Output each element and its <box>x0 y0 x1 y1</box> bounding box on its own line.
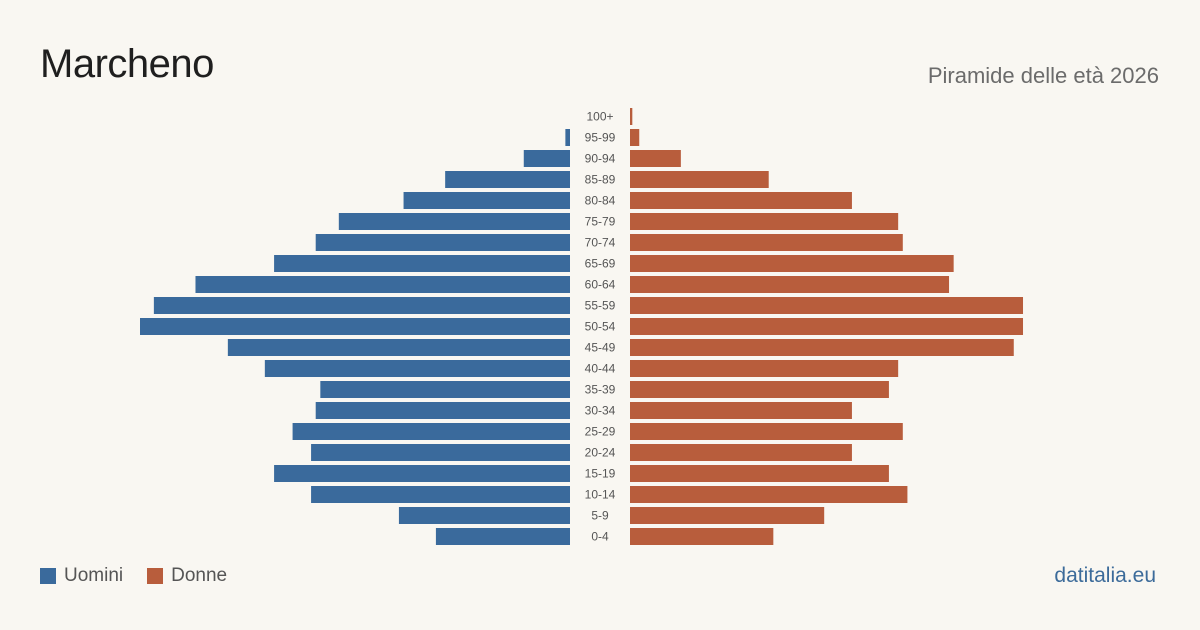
bar-women-5-9 <box>630 507 825 524</box>
bar-women-0-4 <box>630 528 774 545</box>
chart-title: Marcheno <box>40 42 214 86</box>
bar-men-30-34 <box>315 402 570 419</box>
age-label-35-39: 35-39 <box>585 383 616 397</box>
age-label-85-89: 85-89 <box>585 173 616 187</box>
bar-men-10-14 <box>311 486 570 503</box>
bar-women-20-24 <box>630 444 852 461</box>
age-label-90-94: 90-94 <box>585 152 616 166</box>
bar-men-15-19 <box>274 465 570 482</box>
bar-women-100+ <box>630 108 633 125</box>
bar-men-70-74 <box>315 234 570 251</box>
legend-swatch-women <box>147 568 164 584</box>
bar-men-0-4 <box>435 528 570 545</box>
age-label-100+: 100+ <box>586 110 613 124</box>
bar-women-60-64 <box>630 276 950 293</box>
age-label-65-69: 65-69 <box>585 257 616 271</box>
bar-women-70-74 <box>630 234 903 251</box>
age-label-60-64: 60-64 <box>585 278 616 292</box>
legend-item-men: Uomini <box>40 565 123 587</box>
legend: Uomini Donne <box>40 565 243 587</box>
legend-label-women: Donne <box>171 565 228 586</box>
bar-men-55-59 <box>153 297 570 314</box>
bar-men-95-99 <box>565 129 570 146</box>
age-label-75-79: 75-79 <box>585 215 616 229</box>
bar-women-25-29 <box>630 423 903 440</box>
bar-men-65-69 <box>274 255 570 272</box>
legend-item-women: Donne <box>147 565 227 587</box>
bar-men-60-64 <box>195 276 570 293</box>
age-label-55-59: 55-59 <box>585 299 616 313</box>
age-label-25-29: 25-29 <box>585 425 616 439</box>
age-label-40-44: 40-44 <box>585 362 616 376</box>
bar-men-45-49 <box>227 339 570 356</box>
bar-men-90-94 <box>523 150 570 167</box>
age-label-10-14: 10-14 <box>585 488 616 502</box>
bar-women-50-54 <box>630 318 1024 335</box>
bar-men-50-54 <box>140 318 570 335</box>
bar-women-95-99 <box>630 129 640 146</box>
bar-women-15-19 <box>630 465 889 482</box>
bar-men-75-79 <box>338 213 570 230</box>
bar-men-5-9 <box>398 507 570 524</box>
bar-women-75-79 <box>630 213 899 230</box>
bar-men-80-84 <box>403 192 570 209</box>
age-label-70-74: 70-74 <box>585 236 616 250</box>
legend-swatch-men <box>40 568 56 584</box>
age-label-5-9: 5-9 <box>591 509 609 523</box>
source-link[interactable]: datitalia.eu <box>1054 564 1156 587</box>
bar-women-55-59 <box>630 297 1024 314</box>
bar-women-90-94 <box>630 150 681 167</box>
age-label-20-24: 20-24 <box>585 446 616 460</box>
age-label-50-54: 50-54 <box>585 320 616 334</box>
bar-women-35-39 <box>630 381 889 398</box>
bar-men-85-89 <box>445 171 570 188</box>
bar-men-20-24 <box>311 444 570 461</box>
bar-women-85-89 <box>630 171 769 188</box>
chart-subtitle: Piramide delle età 2026 <box>927 63 1159 88</box>
bar-women-40-44 <box>630 360 899 377</box>
bar-women-80-84 <box>630 192 852 209</box>
age-label-30-34: 30-34 <box>585 404 616 418</box>
age-label-0-4: 0-4 <box>591 530 609 544</box>
bar-women-65-69 <box>630 255 954 272</box>
age-label-15-19: 15-19 <box>585 467 616 481</box>
bar-men-25-29 <box>292 423 570 440</box>
age-label-80-84: 80-84 <box>585 194 616 208</box>
age-label-45-49: 45-49 <box>585 341 616 355</box>
age-label-95-99: 95-99 <box>585 131 616 145</box>
bar-men-40-44 <box>264 360 570 377</box>
legend-label-men: Uomini <box>64 565 124 586</box>
bar-women-30-34 <box>630 402 852 419</box>
bar-men-35-39 <box>320 381 570 398</box>
bar-women-10-14 <box>630 486 908 503</box>
bar-women-45-49 <box>630 339 1014 356</box>
